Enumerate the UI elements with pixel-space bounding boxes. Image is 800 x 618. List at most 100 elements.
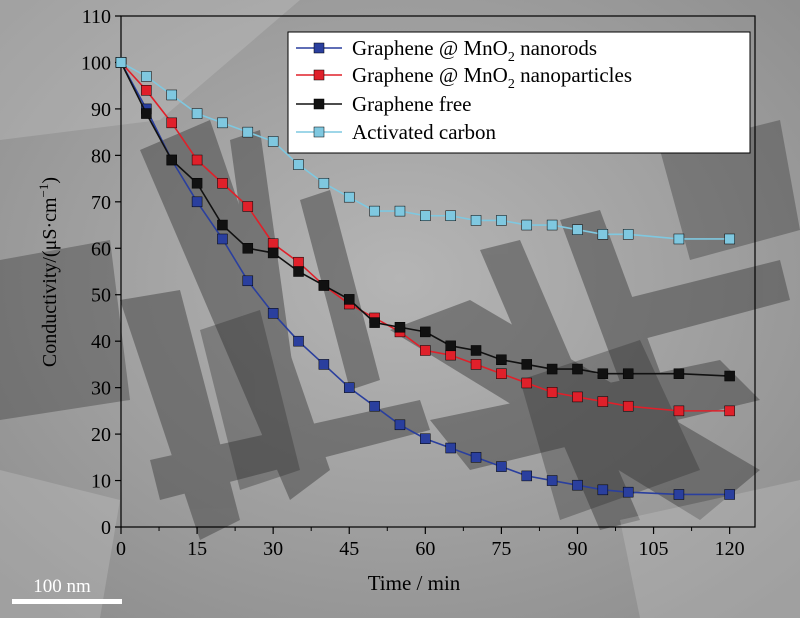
data-point: [597, 229, 609, 240]
data-point: [673, 405, 685, 417]
data-point: [166, 89, 177, 101]
x-tick-label: 75: [491, 538, 511, 560]
data-point: [521, 359, 533, 370]
series-layer: [115, 57, 735, 500]
data-point: [546, 387, 558, 398]
y-axis-label: Conductivity/(μS·cm−1): [36, 177, 61, 367]
data-point: [166, 117, 177, 129]
data-point: [293, 335, 304, 347]
legend-label: Graphene @ MnO2 nanoparticles: [352, 63, 632, 92]
data-point: [191, 196, 203, 208]
legend-entry: Graphene @ MnO2 nanorods: [296, 36, 597, 65]
data-point: [724, 405, 735, 417]
data-point: [293, 159, 304, 170]
legend-marker: [313, 42, 325, 54]
plot-frame: [120, 15, 756, 528]
y-tick-label: 20: [91, 424, 111, 446]
data-point: [191, 177, 203, 189]
data-point: [673, 233, 685, 245]
data-point: [191, 154, 203, 166]
data-point: [242, 243, 254, 254]
data-point: [242, 201, 254, 212]
data-point: [267, 136, 279, 147]
data-point: [597, 368, 609, 379]
data-point: [521, 470, 533, 482]
data-point: [622, 368, 634, 379]
legend-label: Graphene @ MnO2 nanorods: [352, 36, 597, 65]
data-point: [394, 321, 406, 333]
series: [115, 57, 735, 382]
data-point: [420, 326, 431, 338]
data-point: [572, 479, 583, 491]
data-point: [445, 210, 456, 222]
data-point: [572, 224, 583, 235]
x-axis-ticks: 0 15 30 45 60 75 90 105 120: [116, 527, 745, 560]
legend-entry: Graphene @ MnO2 nanoparticles: [296, 63, 632, 92]
data-point: [420, 345, 431, 356]
data-point: [217, 117, 228, 129]
series: [115, 57, 735, 245]
data-point: [622, 486, 634, 498]
data-point: [622, 400, 634, 412]
data-point: [470, 452, 482, 463]
data-point: [572, 363, 583, 375]
data-point: [572, 391, 583, 403]
x-tick-label: 90: [567, 538, 587, 560]
data-point: [115, 57, 127, 68]
data-point: [470, 215, 482, 226]
data-point: [546, 363, 558, 375]
data-point: [394, 205, 406, 217]
data-point: [191, 108, 203, 119]
data-point: [318, 177, 330, 189]
data-point: [546, 475, 558, 486]
data-point: [724, 233, 735, 245]
data-point: [369, 317, 380, 328]
data-point: [394, 419, 406, 431]
y-tick-label: 50: [91, 285, 111, 307]
data-point: [318, 359, 330, 370]
data-point: [673, 489, 685, 500]
data-point: [369, 400, 380, 412]
data-point: [470, 345, 482, 356]
data-point: [217, 177, 228, 189]
y-tick-label: 100: [81, 52, 111, 74]
legend-label: Activated carbon: [352, 120, 497, 144]
x-tick-label: 120: [715, 538, 745, 560]
data-point: [343, 294, 355, 305]
data-point: [141, 71, 152, 82]
data-point: [369, 205, 380, 217]
data-point: [318, 280, 330, 291]
data-point: [166, 154, 177, 166]
data-point: [267, 238, 279, 249]
legend-entry: Graphene free: [296, 92, 472, 116]
y-tick-label: 0: [101, 517, 111, 539]
x-tick-label: 45: [339, 538, 359, 560]
data-point: [496, 354, 507, 366]
data-point: [141, 85, 152, 96]
data-point: [496, 368, 507, 379]
legend-marker: [313, 126, 325, 138]
data-point: [724, 370, 735, 382]
data-point: [420, 210, 431, 222]
x-tick-label: 0: [116, 538, 126, 560]
legend-entry: Activated carbon: [296, 120, 497, 144]
data-point: [267, 247, 279, 259]
data-point: [597, 484, 609, 496]
data-point: [267, 308, 279, 319]
data-point: [217, 219, 228, 231]
y-tick-label: 30: [91, 378, 111, 400]
data-point: [673, 368, 685, 379]
data-point: [496, 461, 507, 472]
scale-bar-line: [12, 599, 122, 604]
data-point: [217, 233, 228, 245]
data-point: [496, 215, 507, 226]
x-tick-label: 30: [263, 538, 283, 560]
x-axis-label: Time / min: [368, 571, 461, 595]
data-point: [445, 442, 456, 454]
data-point: [242, 126, 254, 138]
data-point: [445, 340, 456, 352]
data-point: [141, 108, 152, 119]
data-point: [242, 275, 254, 287]
legend-box: [287, 31, 751, 154]
